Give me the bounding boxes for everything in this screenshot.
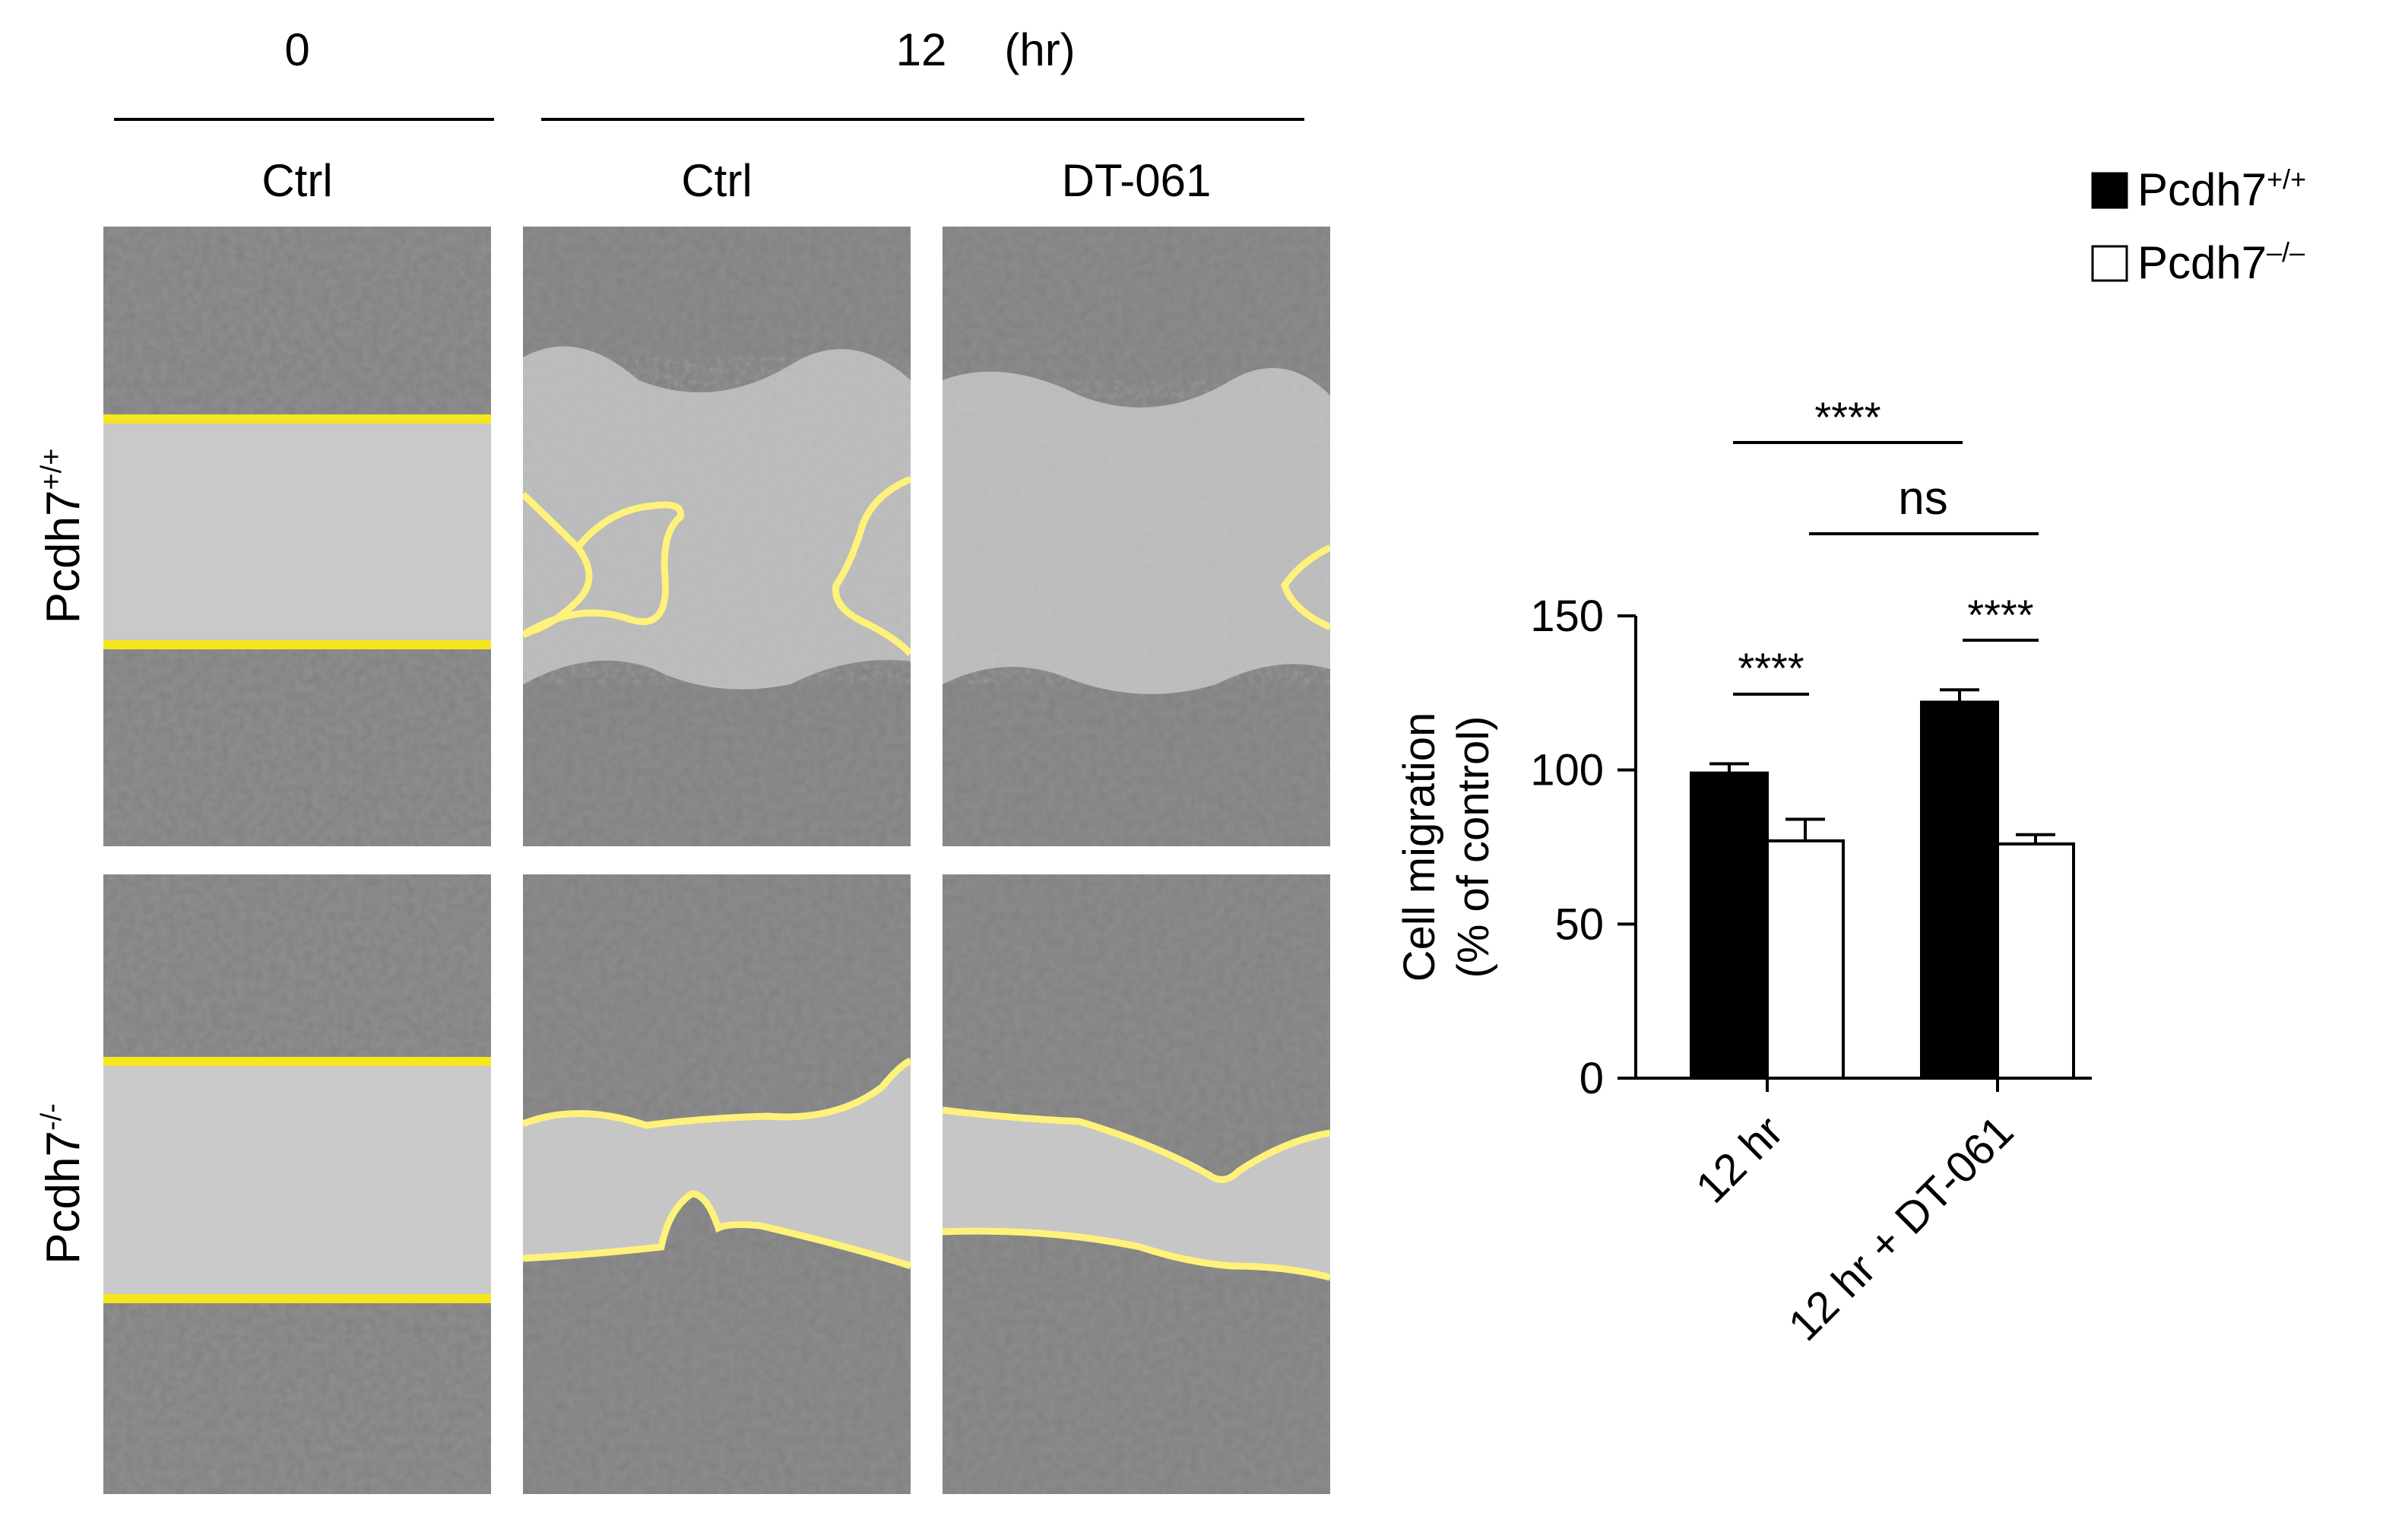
bar-group-item [1920,688,1999,1080]
x-tick-label: 12 hr [1687,1106,1792,1212]
row-label-wt: Pcdh7+/+ [36,449,90,624]
time-0-label: 0 [284,24,309,75]
y-tick-label: 50 [1554,899,1604,949]
y-axis-label-line1: Cell migration [1395,712,1444,982]
bar-group-item [1766,817,1845,1080]
y-tick-label: 0 [1579,1054,1604,1103]
time-unit-label: (hr) [1004,24,1075,75]
bar-wt-12hr-dt061 [1920,700,1999,1080]
y-ticks: 0 50 100 150 [1530,592,1636,1103]
micrograph-wt-0h-ctrl [103,227,491,846]
significance-bracket: **** [1733,393,1963,444]
col-ctrl-0-label: Ctrl [261,155,332,206]
micrograph-ko-12h-ctrl [523,874,911,1494]
col-dt061-label: DT-061 [1062,155,1212,206]
legend-item-wt: Pcdh7+/+ [2091,163,2306,215]
significance-bracket: **** [1733,644,1809,696]
significance-label: **** [1738,644,1804,692]
significance-bracket: ns [1809,472,2039,535]
legend: Pcdh7+/+ Pcdh7–/– [2091,163,2306,288]
micrograph-ko-12h-dt061 [943,874,1330,1494]
col-ctrl-12-label: Ctrl [681,155,752,206]
significance-annotations: **** ns **** **** [1733,393,2039,696]
significance-label: **** [1967,591,2033,639]
bar-wt-12hr [1690,771,1769,1080]
significance-bracket: **** [1963,591,2039,642]
y-axis: 0 50 100 150 [1530,592,1637,1103]
x-tick-label: 12 hr + DT-061 [1779,1106,2023,1350]
y-tick-label: 150 [1530,592,1604,641]
bar-group-item [1690,762,1769,1080]
bar-ko-12hr [1766,839,1845,1080]
bar-ko-12hr-dt061 [1996,842,2075,1080]
significance-label: ns [1898,472,1947,525]
significance-label: **** [1814,393,1880,441]
bars [1690,688,2075,1080]
legend-label-ko: Pcdh7–/– [2137,236,2305,288]
y-tick-label: 100 [1530,746,1604,795]
legend-label-wt: Pcdh7+/+ [2137,163,2306,215]
micrograph-wt-12h-dt061 [943,227,1330,846]
micrograph-wt-12h-ctrl [523,227,911,846]
y-axis-label-line2: (% of control) [1449,716,1498,979]
legend-swatch-ko [2091,245,2128,282]
bar-group-item [1996,833,2075,1080]
time-12-label: 12 [896,24,947,75]
legend-item-ko: Pcdh7–/– [2091,236,2305,288]
micrograph-ko-0h-ctrl [103,874,491,1494]
legend-swatch-wt [2091,172,2128,209]
row-label-ko: Pcdh7-/- [36,1103,90,1264]
